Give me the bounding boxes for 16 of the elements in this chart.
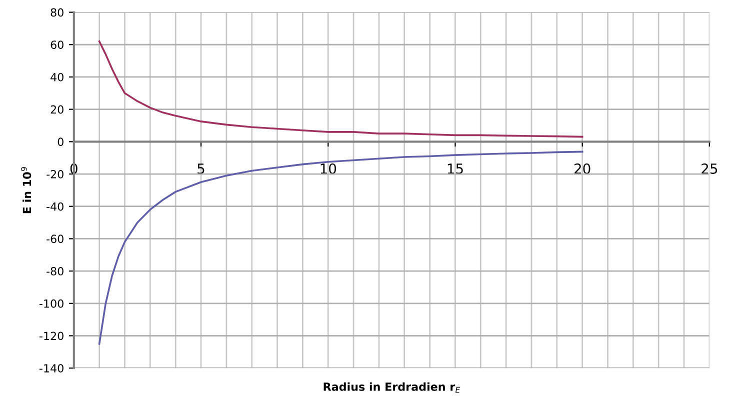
y-tick-label: 60: [50, 40, 64, 49]
y-tick-label: -100: [40, 299, 64, 308]
y-tick-label: 40: [50, 72, 64, 82]
y-tick-label: -20: [46, 170, 64, 178]
y-tick-label: -60: [46, 234, 64, 244]
y-tick-label: 0: [58, 138, 64, 146]
y-tick-label: -120: [40, 332, 64, 340]
y-tick-label: 20: [50, 105, 64, 114]
y-tick-label: -140: [40, 364, 64, 372]
y-tick-label: -40: [46, 202, 64, 211]
x-tick-label: 5: [198, 164, 204, 174]
y-tick-label: 80: [50, 8, 64, 17]
y-tick-label: -80: [46, 267, 64, 276]
line-series: [98, 40, 584, 138]
x-axis-title: Radius in Erdradien r$_{E}$: [324, 382, 460, 393]
y-axis-title: E in 10$^{9}$: [20, 167, 32, 214]
